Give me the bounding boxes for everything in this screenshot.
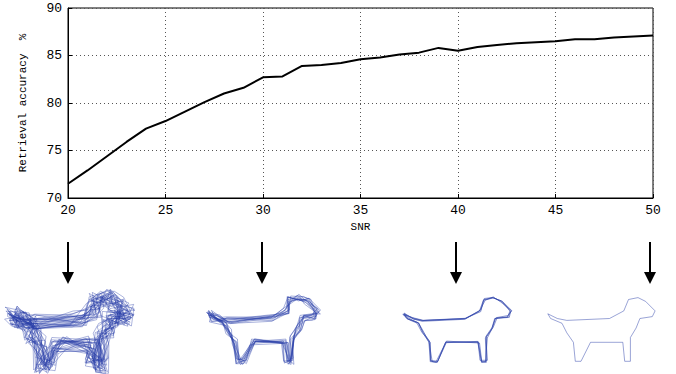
svg-text:50: 50 <box>645 203 661 218</box>
svg-text:45: 45 <box>548 203 564 218</box>
svg-text:85: 85 <box>46 48 62 63</box>
svg-text:20: 20 <box>60 203 76 218</box>
svg-text:Retrieval accuracy %: Retrieval accuracy % <box>17 33 29 172</box>
svg-text:30: 30 <box>255 203 271 218</box>
svg-text:70: 70 <box>46 190 62 206</box>
svg-text:25: 25 <box>158 203 174 218</box>
svg-text:35: 35 <box>353 203 369 218</box>
svg-text:SNR: SNR <box>351 221 371 233</box>
svg-text:90: 90 <box>46 1 62 16</box>
svg-text:40: 40 <box>450 203 466 218</box>
svg-text:75: 75 <box>46 143 62 158</box>
svg-text:80: 80 <box>46 96 62 111</box>
